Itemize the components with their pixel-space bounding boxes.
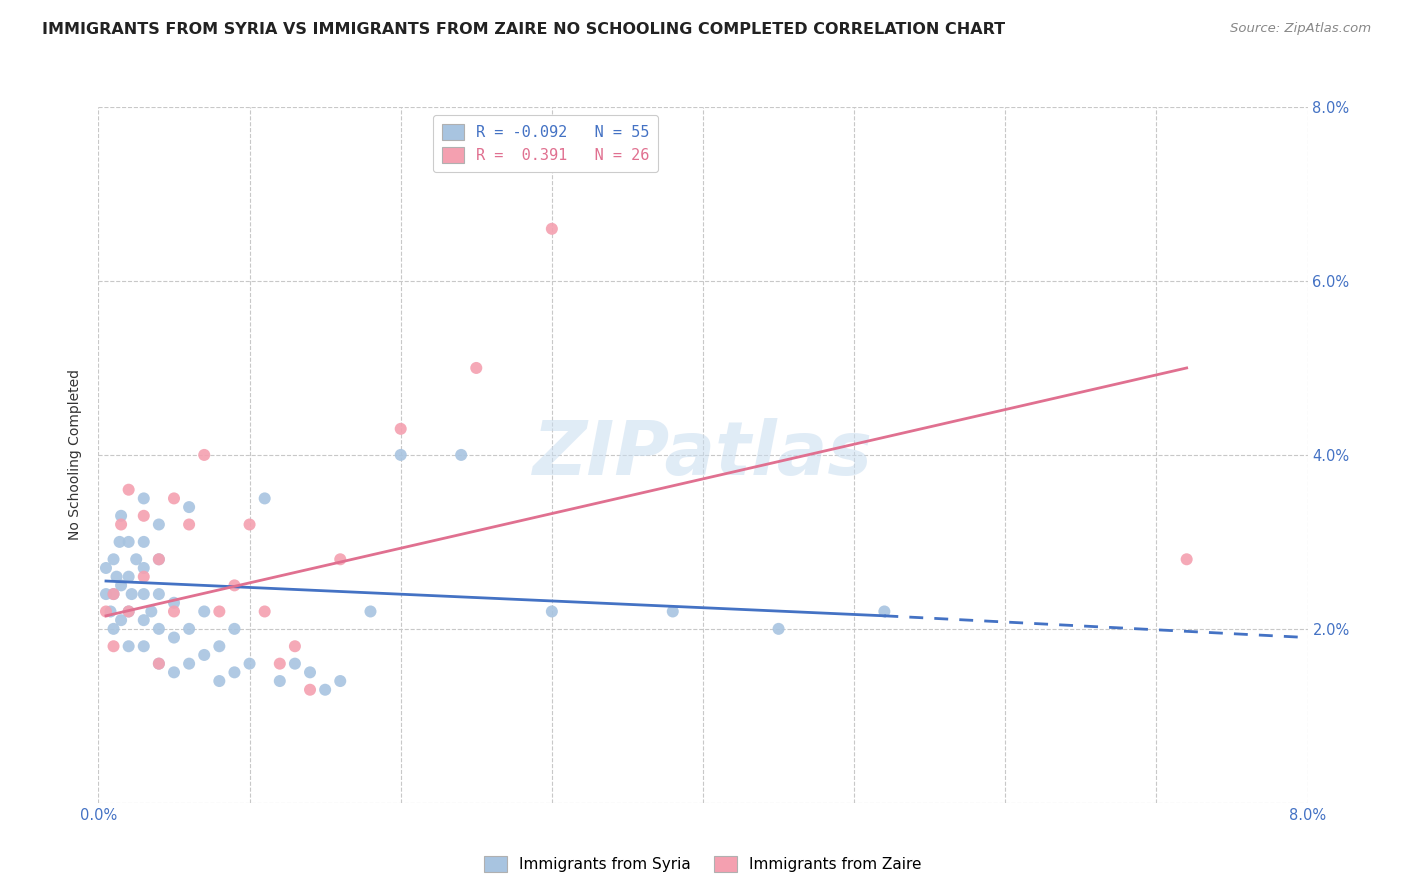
Point bbox=[163, 605, 186, 619]
Point bbox=[100, 605, 122, 619]
Point bbox=[94, 587, 117, 601]
Point bbox=[103, 587, 125, 601]
Point bbox=[163, 665, 186, 680]
Point bbox=[132, 587, 155, 601]
Legend: Immigrants from Syria, Immigrants from Zaire: Immigrants from Syria, Immigrants from Z… bbox=[477, 848, 929, 880]
Point bbox=[163, 596, 186, 610]
Point bbox=[141, 605, 163, 619]
Point bbox=[118, 483, 141, 497]
Point bbox=[103, 639, 125, 653]
Point bbox=[132, 561, 155, 575]
Point bbox=[179, 500, 201, 514]
Point bbox=[224, 578, 246, 592]
Point bbox=[110, 613, 132, 627]
Point bbox=[103, 622, 125, 636]
Point bbox=[541, 605, 564, 619]
Point bbox=[132, 491, 155, 506]
Point bbox=[662, 605, 685, 619]
Point bbox=[193, 648, 215, 662]
Point bbox=[314, 682, 336, 697]
Point bbox=[224, 622, 246, 636]
Point bbox=[253, 605, 276, 619]
Point bbox=[148, 657, 170, 671]
Point bbox=[193, 448, 215, 462]
Text: Source: ZipAtlas.com: Source: ZipAtlas.com bbox=[1230, 22, 1371, 36]
Point bbox=[208, 674, 231, 689]
Point bbox=[118, 639, 141, 653]
Point bbox=[132, 508, 155, 523]
Point bbox=[118, 605, 141, 619]
Point bbox=[94, 605, 117, 619]
Point bbox=[118, 535, 141, 549]
Point bbox=[541, 221, 564, 235]
Legend: R = -0.092   N = 55, R =  0.391   N = 26: R = -0.092 N = 55, R = 0.391 N = 26 bbox=[433, 115, 658, 172]
Point bbox=[269, 657, 291, 671]
Point bbox=[284, 639, 307, 653]
Point bbox=[132, 535, 155, 549]
Point bbox=[163, 491, 186, 506]
Point bbox=[239, 657, 262, 671]
Point bbox=[132, 570, 155, 584]
Text: ZIPatlas: ZIPatlas bbox=[533, 418, 873, 491]
Y-axis label: No Schooling Completed: No Schooling Completed bbox=[69, 369, 83, 541]
Point bbox=[1175, 552, 1198, 566]
Point bbox=[389, 448, 412, 462]
Point bbox=[110, 508, 132, 523]
Point bbox=[873, 605, 896, 619]
Text: IMMIGRANTS FROM SYRIA VS IMMIGRANTS FROM ZAIRE NO SCHOOLING COMPLETED CORRELATIO: IMMIGRANTS FROM SYRIA VS IMMIGRANTS FROM… bbox=[42, 22, 1005, 37]
Point bbox=[360, 605, 382, 619]
Point bbox=[768, 622, 790, 636]
Point bbox=[108, 535, 131, 549]
Point bbox=[208, 605, 231, 619]
Point bbox=[110, 517, 132, 532]
Point bbox=[179, 622, 201, 636]
Point bbox=[132, 639, 155, 653]
Point bbox=[148, 517, 170, 532]
Point bbox=[103, 552, 125, 566]
Point bbox=[208, 639, 231, 653]
Point bbox=[132, 613, 155, 627]
Point bbox=[148, 657, 170, 671]
Point bbox=[103, 587, 125, 601]
Point bbox=[148, 552, 170, 566]
Point bbox=[329, 552, 352, 566]
Point bbox=[179, 657, 201, 671]
Point bbox=[450, 448, 472, 462]
Point bbox=[148, 622, 170, 636]
Point bbox=[465, 360, 488, 375]
Point bbox=[105, 570, 128, 584]
Point bbox=[118, 570, 141, 584]
Point bbox=[179, 517, 201, 532]
Point bbox=[121, 587, 143, 601]
Point bbox=[163, 631, 186, 645]
Point bbox=[148, 552, 170, 566]
Point bbox=[284, 657, 307, 671]
Point bbox=[299, 682, 322, 697]
Point bbox=[389, 422, 412, 436]
Point bbox=[94, 561, 117, 575]
Point bbox=[239, 517, 262, 532]
Point bbox=[299, 665, 322, 680]
Point bbox=[253, 491, 276, 506]
Point bbox=[118, 605, 141, 619]
Point bbox=[269, 674, 291, 689]
Point bbox=[193, 605, 215, 619]
Point bbox=[148, 587, 170, 601]
Point bbox=[329, 674, 352, 689]
Point bbox=[125, 552, 148, 566]
Point bbox=[110, 578, 132, 592]
Point bbox=[224, 665, 246, 680]
